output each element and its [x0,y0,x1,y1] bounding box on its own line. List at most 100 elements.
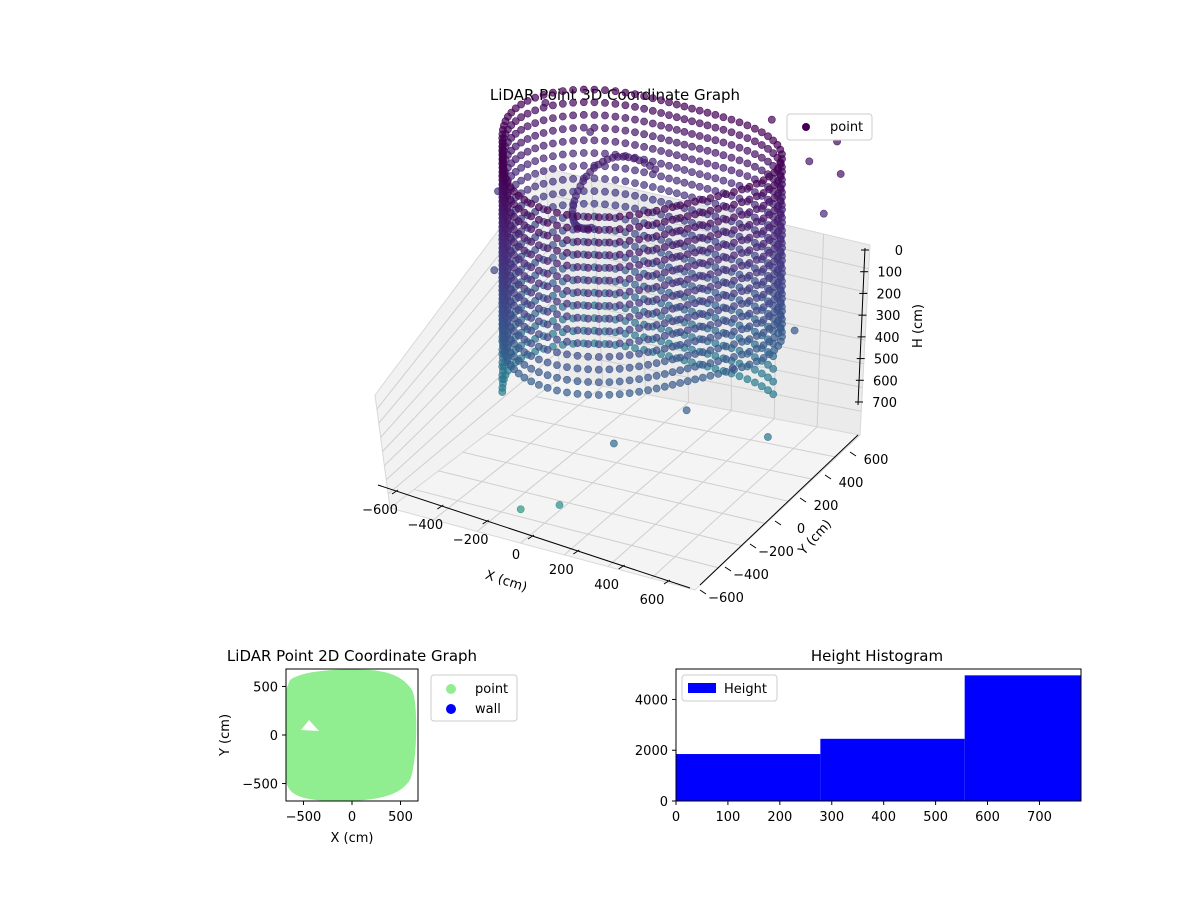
point-3d [765,350,774,359]
point-3d [657,96,665,105]
point-3d [601,99,609,107]
point-3d [535,380,543,389]
point-3d [520,272,529,280]
point-3d [714,331,723,340]
point-3d [611,176,620,184]
point-3d [759,354,768,362]
point-3d [769,377,778,386]
point-3d [543,320,552,329]
x-tick-label-histogram: 0 [672,810,680,825]
point-3d [691,248,700,257]
point-3d [514,369,523,378]
point-3d [539,103,548,112]
point-3d [579,123,588,132]
point-3d [569,98,577,107]
point-3d [722,355,730,364]
point-3d [523,135,532,143]
point-3d [635,273,643,282]
point-3d [668,292,677,300]
point-3d [680,166,689,174]
point-3d [722,202,730,211]
point-3d [584,301,592,310]
point-3d [520,221,529,230]
point-3d [727,115,736,124]
point-3d [615,364,624,373]
point-3d [730,276,738,285]
y-axis-label-2d: Y (cm) [218,714,233,757]
point-3d [631,318,639,327]
point-3d [631,141,639,149]
point-3d [688,117,696,126]
point-3d [745,271,754,280]
point-3d [727,141,736,149]
point-3d [615,225,624,234]
point-3d [691,235,700,244]
point-3d [535,342,543,351]
point-3d [498,375,507,384]
point-3d [698,259,707,268]
point-3d [563,388,571,397]
point-3d [745,322,754,331]
point-3d [730,353,738,361]
point-3d [751,162,759,171]
point-3d [722,241,730,249]
point-3d [631,293,639,302]
legend-2d-point-label: point [475,682,508,697]
point-3d [691,197,700,206]
point-3d [527,301,536,310]
z-tick-label-3d: 0 [895,244,903,259]
grid-3d-floor-x-line [651,426,818,579]
point-3d [543,333,552,342]
point-3d [738,261,746,270]
point-3d [535,241,543,250]
point-3d [722,190,730,199]
point-3d [706,206,715,215]
point-3d [514,217,523,226]
point-3d [611,112,620,121]
point-3d [615,237,624,246]
point-3d [668,330,677,338]
point-3d [531,93,540,102]
point-3d [543,295,552,303]
legend-2d: point wall [430,674,518,722]
grid-3d-floor-y-line [438,470,743,547]
point-3d [752,357,761,366]
point-3d [549,190,557,199]
point-3d [527,314,536,322]
point-3d [727,166,736,175]
grid-3d-floor-y-line [462,451,766,525]
point-3d [660,281,669,289]
point-3d [676,226,685,235]
point-3d [553,272,561,281]
point-3d [579,111,588,119]
point-3d [605,251,614,260]
point-3d [668,368,677,376]
point-3d [605,365,614,374]
point-3d [644,233,652,242]
point-3d [594,314,603,323]
point-3d [738,299,746,308]
point-3d [520,259,529,268]
point-3d [584,365,592,374]
point-3d [527,199,536,208]
point-3d [605,302,614,310]
z-axis-label-3d: H (cm) [911,304,926,348]
point-3d [727,179,736,187]
point-cloud-2d [286,669,417,801]
point-3d [573,339,582,347]
point-3d [648,119,657,128]
point-3d [743,159,752,168]
point-3d [730,327,738,336]
point-3d [680,127,689,136]
frame-histogram [675,668,1082,802]
point-3d [676,290,685,298]
point-3d [601,175,609,183]
point-3d [698,360,707,369]
point-3d [539,141,548,150]
point-3d [605,327,614,336]
point-3d [631,128,639,137]
legend-3d-point-label: point [830,120,863,135]
point-3d [688,180,696,189]
point-3d [703,146,712,155]
point-3d [657,172,665,181]
